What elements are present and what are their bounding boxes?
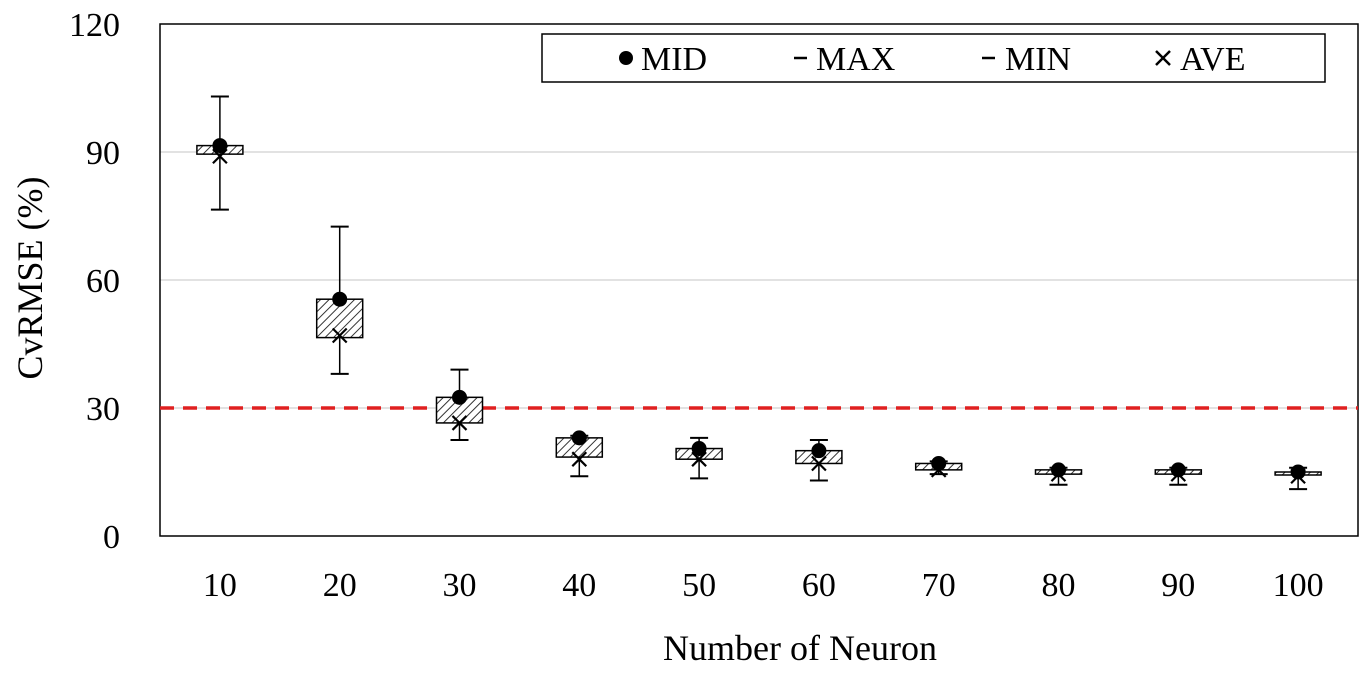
y-tick-label: 90 <box>86 135 120 172</box>
x-tick-label: 20 <box>323 567 357 604</box>
ave-marker <box>212 148 228 165</box>
box-plot-40 <box>555 430 604 478</box>
y-tick-label: 120 <box>69 7 120 44</box>
x-tick-label: 30 <box>443 567 477 604</box>
mid-marker <box>1051 462 1066 478</box>
ave-marker <box>571 451 588 467</box>
y-tick-label: 0 <box>103 519 120 556</box>
legend-mid-marker <box>619 51 633 65</box>
mid-marker <box>452 389 467 405</box>
ave-marker <box>331 327 348 344</box>
mid-marker <box>332 291 348 307</box>
box-plot-60 <box>795 439 843 482</box>
legend-frame <box>541 33 1326 83</box>
x-tick-label: 50 <box>682 567 716 604</box>
plot-area-frame <box>159 23 1359 537</box>
x-tick-label: 60 <box>802 567 836 604</box>
mid-marker <box>571 430 587 446</box>
y-tick-label: 60 <box>86 263 120 300</box>
box-plot-30 <box>435 368 484 441</box>
x-tick-label: 40 <box>562 567 596 604</box>
box-plot-90 <box>1154 462 1203 486</box>
x-tick-label: 80 <box>1042 567 1076 604</box>
legend-ave-label: AVE <box>1180 41 1246 78</box>
mid-marker <box>691 441 707 457</box>
ave-marker <box>451 415 468 431</box>
legend-ave-marker <box>1155 50 1171 66</box>
x-axis-title: Number of Neuron <box>663 628 937 668</box>
legend-mid-label: MID <box>641 41 707 78</box>
box-plot-100 <box>1274 464 1322 491</box>
y-tick-label: 30 <box>86 391 120 428</box>
y-axis-ticks: 0 30 60 90 120 <box>69 7 120 556</box>
ave-marker <box>811 455 827 472</box>
x-tick-label: 10 <box>203 567 237 604</box>
mid-marker <box>1170 462 1186 478</box>
x-tick-label: 100 <box>1273 567 1324 604</box>
mid-marker <box>1290 464 1306 480</box>
mid-marker <box>931 455 947 471</box>
box-plot-10 <box>196 95 244 211</box>
legend-min-label: MIN <box>1005 41 1071 78</box>
box-plot-20 <box>315 225 364 375</box>
box-plots <box>196 95 1322 491</box>
legend: MID MAX MIN AVE <box>541 33 1326 83</box>
y-axis-title: CvRMSE (%) <box>10 176 50 379</box>
mid-marker <box>811 443 827 459</box>
mid-marker <box>212 138 228 154</box>
x-tick-label: 70 <box>922 567 956 604</box>
box-plot-80 <box>1034 462 1083 486</box>
legend-max-label: MAX <box>816 41 895 78</box>
box-plot-70 <box>914 455 963 478</box>
x-tick-label: 90 <box>1161 567 1195 604</box>
ave-marker <box>691 451 707 467</box>
x-axis-ticks: 10 20 30 40 50 60 70 80 90 100 <box>203 567 1324 604</box>
box-plot-50 <box>675 436 723 480</box>
